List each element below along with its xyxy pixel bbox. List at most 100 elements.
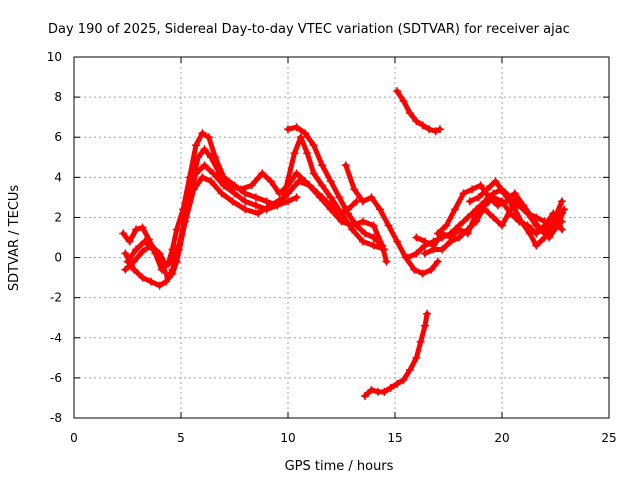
data-point [500, 189, 509, 198]
data-point [423, 309, 432, 318]
data-point [393, 87, 402, 96]
data-point [358, 217, 367, 226]
data-point [247, 181, 256, 190]
data-point [427, 265, 436, 274]
x-tick-label: 0 [70, 431, 78, 445]
data-point [361, 391, 370, 400]
data-point [485, 193, 494, 202]
data-point [172, 225, 181, 234]
data-point [168, 269, 177, 278]
data-point [399, 97, 408, 106]
series-arc-6 [341, 161, 442, 278]
data-point [292, 123, 301, 132]
series-arc-8 [361, 309, 432, 400]
data-point [140, 237, 149, 246]
data-point [343, 209, 352, 218]
data-point [129, 265, 138, 274]
data-point [301, 129, 310, 138]
data-point [493, 201, 502, 210]
data-point [119, 229, 128, 238]
data-point [326, 177, 335, 186]
grid-lines [74, 57, 609, 418]
data-point [540, 233, 549, 242]
data-point [125, 237, 134, 246]
data-point [519, 201, 528, 210]
data-point [189, 185, 198, 194]
data-series [119, 87, 569, 400]
data-point [228, 197, 237, 206]
data-point [442, 221, 451, 230]
data-point [309, 141, 318, 150]
data-point [292, 193, 301, 202]
data-point [251, 193, 260, 202]
data-point [510, 189, 519, 198]
y-tick-label: -4 [50, 331, 62, 345]
data-point [206, 153, 215, 162]
data-point [465, 197, 474, 206]
data-point [472, 217, 481, 226]
data-point [138, 247, 147, 256]
data-point [326, 193, 335, 202]
data-point [380, 245, 389, 254]
data-point [386, 383, 395, 392]
y-tick-label: -8 [50, 411, 62, 425]
data-point [138, 273, 147, 282]
data-point [191, 169, 200, 178]
data-point [191, 141, 200, 150]
data-point [352, 221, 361, 230]
data-point [132, 225, 141, 234]
y-tick-label: -2 [50, 291, 62, 305]
data-point [230, 189, 239, 198]
x-axis-label: GPS time / hours [285, 459, 394, 474]
data-point [367, 385, 376, 394]
data-point [412, 353, 421, 362]
data-point [358, 237, 367, 246]
data-point [198, 129, 207, 138]
data-point [532, 241, 541, 250]
data-point [446, 237, 455, 246]
data-point [489, 213, 498, 222]
data-point [433, 229, 442, 238]
data-point [410, 265, 419, 274]
data-point [455, 233, 464, 242]
data-point [303, 149, 312, 158]
data-point [262, 197, 271, 206]
series-arc-13 [465, 177, 566, 250]
data-point [420, 321, 429, 330]
data-point [358, 197, 367, 206]
data-point [483, 185, 492, 194]
data-point [474, 193, 483, 202]
data-point [380, 387, 389, 396]
data-point [369, 233, 378, 242]
data-point [369, 241, 378, 250]
data-point [326, 205, 335, 214]
data-point [557, 197, 566, 206]
series-line [467, 178, 565, 248]
data-point [149, 245, 158, 254]
data-point [527, 213, 536, 222]
data-point [219, 181, 228, 190]
chart-title: Day 190 of 2025, Sidereal Day-to-day VTE… [48, 22, 570, 37]
data-point [309, 169, 318, 178]
data-point [480, 201, 489, 210]
data-point [194, 153, 203, 162]
data-point [241, 189, 250, 198]
series-line [394, 88, 443, 134]
data-point [425, 125, 434, 134]
data-point [433, 257, 442, 266]
data-point [420, 249, 429, 258]
data-point [420, 237, 429, 246]
data-point [132, 245, 141, 254]
data-point [258, 169, 267, 178]
data-point [290, 149, 299, 158]
data-point [450, 205, 459, 214]
data-point [393, 237, 402, 246]
data-point [435, 125, 444, 134]
data-point [403, 253, 412, 262]
data-point [405, 365, 414, 374]
data-point [181, 217, 190, 226]
data-point [416, 337, 425, 346]
data-point [204, 133, 213, 142]
data-point [162, 277, 171, 286]
y-tick-label: 8 [54, 90, 62, 104]
